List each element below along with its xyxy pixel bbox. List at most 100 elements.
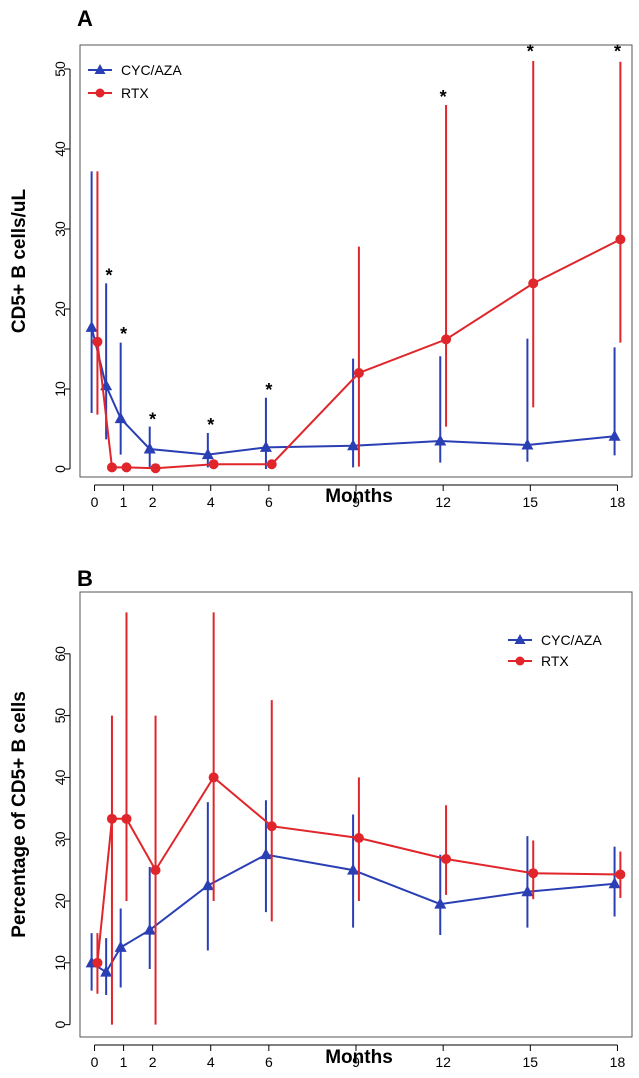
data-point <box>259 440 272 452</box>
y-tick-label: 40 <box>52 769 68 785</box>
legend-label: RTX <box>121 85 149 101</box>
data-point <box>441 854 452 864</box>
legend: CYC/AZA RTX <box>88 62 182 101</box>
data-point <box>201 879 214 891</box>
x-tick-label: 0 <box>91 1054 99 1070</box>
data-point <box>143 442 156 454</box>
legend-label: CYC/AZA <box>541 632 602 648</box>
data-point <box>259 848 272 860</box>
data-point <box>347 863 360 875</box>
series-line <box>90 327 615 456</box>
x-tick-label: 2 <box>149 494 157 510</box>
y-tick-label: 30 <box>52 221 68 237</box>
x-tick-label: 4 <box>207 1054 215 1070</box>
data-point <box>92 957 103 968</box>
series-rtx <box>92 61 626 474</box>
data-point <box>85 320 98 332</box>
data-point <box>201 448 214 460</box>
data-point <box>608 877 621 889</box>
x-tick-label: 9 <box>352 1054 360 1070</box>
panel-letter: A <box>77 6 93 31</box>
y-tick-label: 10 <box>52 955 68 971</box>
significance-star: * <box>120 324 127 344</box>
x-tick-label: 15 <box>523 494 539 510</box>
data-point <box>353 832 364 843</box>
legend-marker <box>94 64 106 74</box>
data-point <box>347 439 360 451</box>
x-tick-label: 12 <box>435 1054 451 1070</box>
series-cyc-aza <box>85 800 621 995</box>
significance-star: * <box>207 415 214 435</box>
x-axis-title: Months <box>325 486 393 507</box>
y-tick-label: 0 <box>52 1021 68 1029</box>
data-point <box>100 965 113 977</box>
x-tick-label: 4 <box>207 494 215 510</box>
data-point <box>434 434 447 446</box>
data-point <box>441 334 452 345</box>
x-tick-label: 2 <box>149 1054 157 1070</box>
x-tick-label: 18 <box>610 494 626 510</box>
series-line <box>96 238 621 470</box>
legend: CYC/AZA RTX <box>508 632 602 669</box>
y-tick-label: 40 <box>52 141 68 157</box>
significance-star: * <box>527 42 534 62</box>
x-tick-label: 1 <box>120 1054 128 1070</box>
data-point <box>121 813 132 824</box>
data-point <box>150 463 161 474</box>
x-axis-title: Months <box>325 1047 393 1068</box>
x-tick-label: 15 <box>523 1054 539 1070</box>
significance-star: * <box>265 380 272 400</box>
data-point <box>114 412 127 424</box>
data-point <box>434 897 447 909</box>
data-point <box>106 813 117 824</box>
legend-label: CYC/AZA <box>121 62 182 78</box>
series-cyc-aza <box>85 171 621 469</box>
y-tick-label: 30 <box>52 831 68 847</box>
data-point <box>521 438 534 450</box>
x-tick-label: 6 <box>265 1054 273 1070</box>
significance-star: * <box>614 42 621 62</box>
series-rtx <box>92 612 626 1025</box>
x-tick-label: 1 <box>120 494 128 510</box>
y-tick-label: 50 <box>52 708 68 724</box>
data-point <box>615 234 626 245</box>
series-line <box>96 775 621 963</box>
significance-star: * <box>440 87 447 107</box>
y-axis-title: Percentage of CD5+ B cells <box>9 691 30 938</box>
series-line <box>91 853 615 974</box>
x-tick-label: 12 <box>435 494 451 510</box>
y-tick-label: 0 <box>52 465 68 473</box>
data-point <box>528 278 539 289</box>
data-point <box>208 772 219 783</box>
data-point <box>528 868 539 879</box>
y-axis-title: CD5+ B cells/uL <box>9 189 30 334</box>
data-point <box>353 368 364 378</box>
legend-marker <box>514 634 526 644</box>
data-point <box>266 459 277 470</box>
data-point <box>92 336 103 347</box>
data-point <box>208 459 219 470</box>
data-point <box>608 429 621 441</box>
data-point <box>521 885 534 897</box>
y-tick-label: 10 <box>52 381 68 397</box>
significance-star: * <box>149 410 156 430</box>
data-point <box>150 865 161 876</box>
data-point <box>106 462 117 473</box>
data-point <box>121 462 132 473</box>
data-point <box>615 869 626 880</box>
plot-frame <box>79 44 633 478</box>
x-tick-label: 9 <box>352 494 360 510</box>
legend-marker <box>95 88 105 98</box>
y-tick-label: 60 <box>52 646 68 662</box>
legend-label: RTX <box>541 653 569 669</box>
significance-star: * <box>106 266 113 286</box>
y-tick-label: 20 <box>52 301 68 317</box>
legend-marker <box>515 656 525 666</box>
data-point <box>266 821 277 832</box>
data-point <box>143 923 156 935</box>
x-tick-label: 6 <box>265 494 273 510</box>
y-tick-label: 20 <box>52 893 68 909</box>
